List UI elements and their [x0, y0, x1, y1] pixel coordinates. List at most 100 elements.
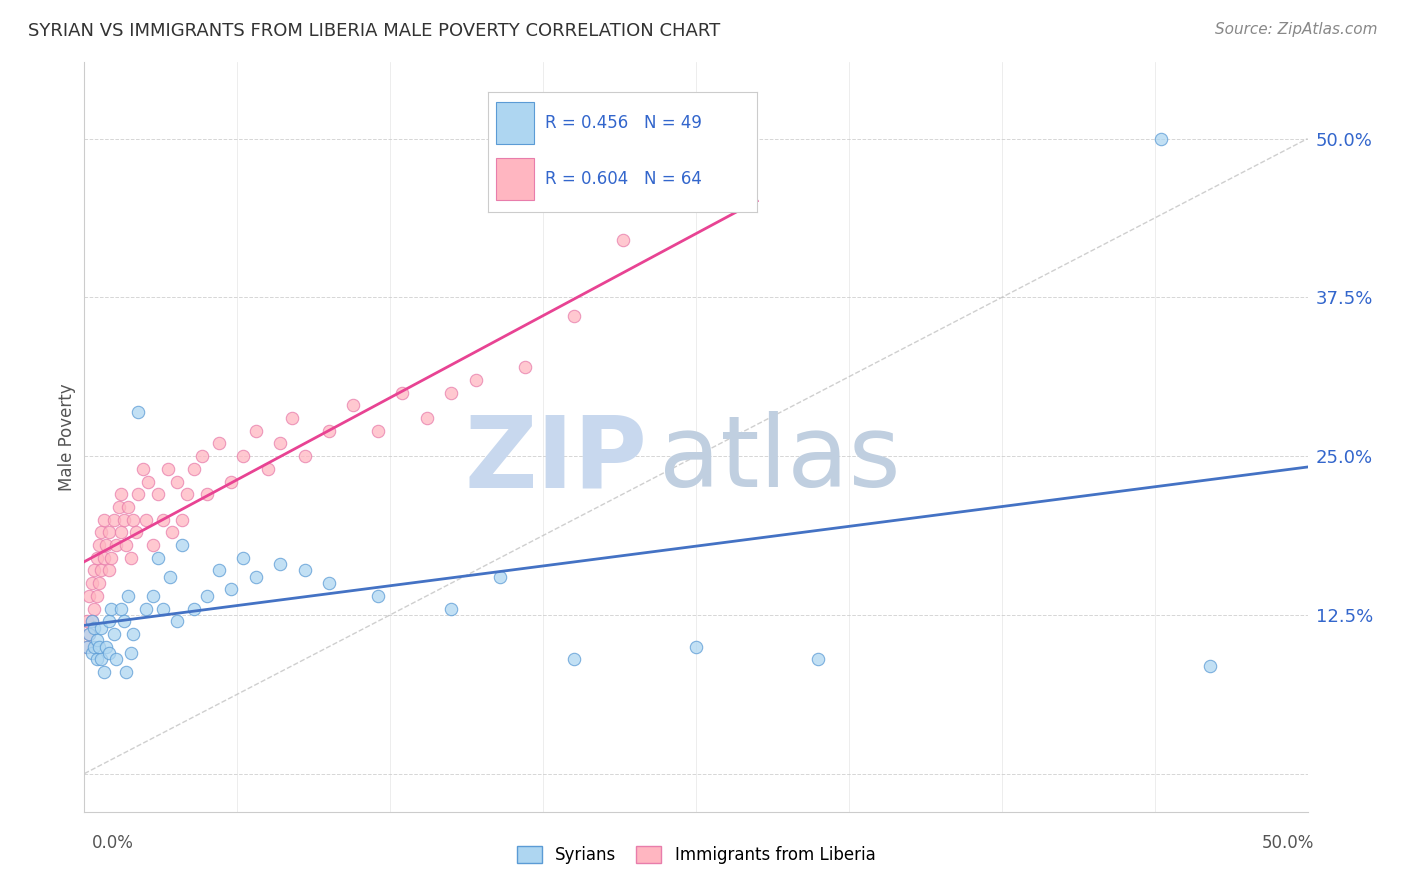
Point — [245, 570, 267, 584]
Point — [93, 513, 115, 527]
Point — [97, 646, 120, 660]
Point — [90, 563, 112, 577]
Point — [1150, 131, 1173, 145]
Point — [83, 563, 105, 577]
Point — [464, 373, 486, 387]
Point — [440, 385, 463, 400]
Point — [132, 462, 155, 476]
Point — [100, 550, 122, 565]
Point — [232, 550, 254, 565]
Point — [77, 589, 100, 603]
Text: 50.0%: 50.0% — [1263, 834, 1315, 852]
Point — [152, 513, 174, 527]
Point — [294, 563, 316, 577]
Point — [367, 424, 389, 438]
Point — [135, 513, 157, 527]
Point — [120, 550, 142, 565]
Point — [103, 513, 125, 527]
Point — [367, 589, 389, 603]
Point — [76, 640, 98, 654]
Point — [294, 449, 316, 463]
Point — [97, 614, 120, 628]
Point — [183, 601, 205, 615]
Point — [96, 538, 118, 552]
Point — [166, 475, 188, 489]
Point — [245, 424, 267, 438]
Point — [96, 640, 118, 654]
Point — [97, 563, 120, 577]
Point — [90, 652, 112, 666]
Point — [162, 525, 184, 540]
Point — [103, 627, 125, 641]
Text: ZIP: ZIP — [464, 411, 647, 508]
Point — [105, 538, 128, 552]
Point — [257, 462, 280, 476]
Point — [219, 475, 242, 489]
Point — [685, 640, 707, 654]
Y-axis label: Male Poverty: Male Poverty — [58, 384, 76, 491]
Point — [612, 233, 634, 247]
Point — [513, 360, 536, 375]
Point — [77, 627, 100, 641]
Point — [208, 436, 231, 450]
Point — [135, 601, 157, 615]
Legend: Syrians, Immigrants from Liberia: Syrians, Immigrants from Liberia — [510, 839, 882, 871]
Point — [83, 601, 105, 615]
Point — [112, 513, 135, 527]
Point — [100, 601, 122, 615]
Point — [183, 462, 205, 476]
Point — [342, 398, 364, 412]
Point — [219, 582, 242, 597]
Point — [146, 487, 169, 501]
Point — [142, 589, 165, 603]
Point — [80, 576, 103, 591]
Point — [83, 621, 105, 635]
Point — [86, 550, 108, 565]
Text: SYRIAN VS IMMIGRANTS FROM LIBERIA MALE POVERTY CORRELATION CHART: SYRIAN VS IMMIGRANTS FROM LIBERIA MALE P… — [28, 22, 720, 40]
Point — [269, 436, 291, 450]
Point — [93, 550, 115, 565]
Point — [176, 487, 198, 501]
Point — [391, 385, 413, 400]
Point — [77, 627, 100, 641]
Point — [90, 525, 112, 540]
Point — [156, 462, 179, 476]
Point — [318, 576, 340, 591]
Point — [489, 570, 512, 584]
Point — [172, 538, 194, 552]
Point — [90, 621, 112, 635]
Point — [152, 601, 174, 615]
Point — [80, 646, 103, 660]
Point — [122, 513, 145, 527]
Point — [110, 601, 132, 615]
Point — [159, 570, 181, 584]
Point — [281, 411, 304, 425]
Point — [115, 665, 138, 679]
Point — [76, 640, 98, 654]
Point — [80, 614, 103, 628]
Point — [125, 525, 148, 540]
Point — [172, 513, 194, 527]
Point — [117, 500, 139, 514]
Point — [440, 601, 463, 615]
Point — [146, 550, 169, 565]
Point — [87, 640, 110, 654]
Point — [195, 589, 218, 603]
Point — [127, 487, 149, 501]
Point — [86, 652, 108, 666]
Point — [269, 557, 291, 571]
Text: atlas: atlas — [659, 411, 901, 508]
Point — [191, 449, 214, 463]
Point — [76, 614, 98, 628]
Point — [93, 665, 115, 679]
Point — [87, 538, 110, 552]
Point — [83, 640, 105, 654]
Point — [115, 538, 138, 552]
Point — [80, 614, 103, 628]
Point — [142, 538, 165, 552]
Point — [208, 563, 231, 577]
Text: Source: ZipAtlas.com: Source: ZipAtlas.com — [1215, 22, 1378, 37]
Point — [122, 627, 145, 641]
Point — [127, 405, 149, 419]
Point — [86, 589, 108, 603]
